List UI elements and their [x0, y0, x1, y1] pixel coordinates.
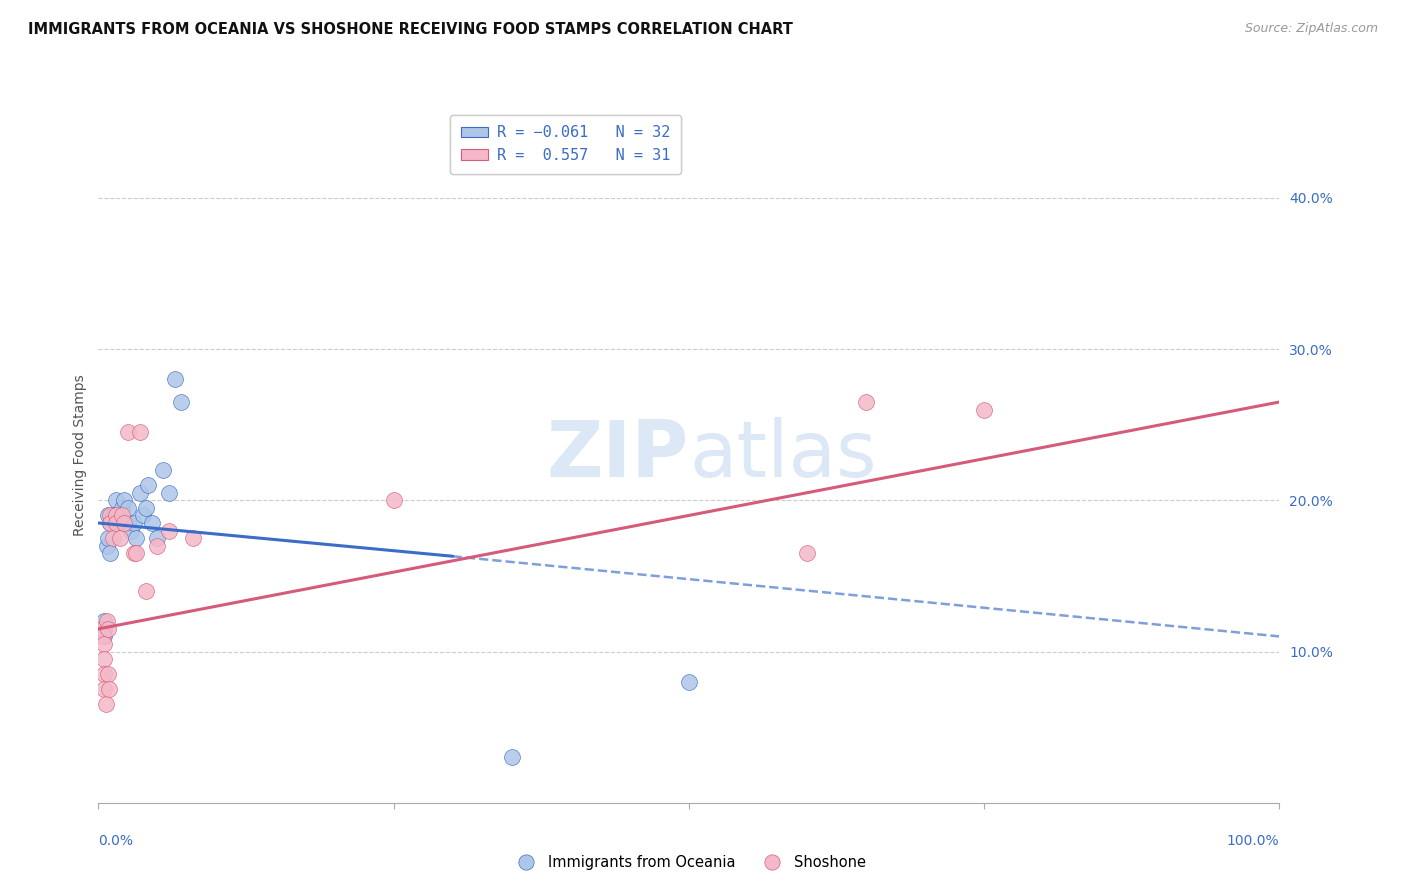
Point [117, 516, 139, 530]
Text: ZIP: ZIP [547, 417, 689, 493]
Point [98, 516, 121, 530]
Point [93, 615, 115, 629]
Point [105, 493, 128, 508]
Point [98, 516, 121, 530]
Point [97, 508, 120, 523]
Point [128, 485, 150, 500]
Point [97, 622, 120, 636]
Point [93, 637, 115, 651]
Point [93, 622, 115, 636]
Point [382, 493, 405, 508]
Point [973, 402, 995, 417]
Point [112, 516, 135, 530]
Point [111, 516, 134, 530]
Point [135, 500, 157, 515]
Point [101, 531, 124, 545]
Point [128, 425, 150, 440]
Point [98, 508, 121, 523]
Point [157, 524, 180, 538]
Text: IMMIGRANTS FROM OCEANIA VS SHOSHONE RECEIVING FOOD STAMPS CORRELATION CHART: IMMIGRANTS FROM OCEANIA VS SHOSHONE RECE… [28, 22, 793, 37]
Point [136, 478, 159, 492]
Point [125, 546, 148, 560]
Point [181, 531, 204, 545]
Point [122, 546, 145, 560]
Point [105, 508, 128, 523]
Point [117, 425, 139, 440]
Point [93, 682, 115, 697]
Point [105, 508, 128, 523]
Point [132, 508, 155, 523]
Text: 0.0%: 0.0% [98, 834, 134, 848]
Y-axis label: Receiving Food Stamps: Receiving Food Stamps [73, 374, 87, 536]
Text: Source: ZipAtlas.com: Source: ZipAtlas.com [1244, 22, 1378, 36]
Point [152, 463, 174, 477]
Point [96, 615, 118, 629]
Point [97, 667, 120, 681]
Point [91, 622, 114, 636]
Point [96, 539, 118, 553]
Point [101, 508, 124, 523]
Text: 100.0%: 100.0% [1227, 834, 1279, 848]
Point [93, 667, 115, 681]
Point [146, 539, 169, 553]
Text: atlas: atlas [689, 417, 876, 493]
Legend: Immigrants from Oceania, Shoshone: Immigrants from Oceania, Shoshone [506, 849, 872, 876]
Point [170, 395, 193, 409]
Point [146, 531, 169, 545]
Point [93, 652, 115, 666]
Point [141, 516, 163, 530]
Point [135, 584, 157, 599]
Point [108, 508, 131, 523]
Point [111, 508, 134, 523]
Point [501, 750, 523, 764]
Point [98, 546, 121, 560]
Point [98, 682, 121, 697]
Point [94, 698, 117, 712]
Point [125, 531, 148, 545]
Point [91, 629, 114, 643]
Point [111, 500, 134, 515]
Point [678, 674, 700, 689]
Point [112, 493, 135, 508]
Point [157, 485, 180, 500]
Point [105, 516, 128, 530]
Point [108, 531, 131, 545]
Point [121, 524, 143, 538]
Point [117, 500, 139, 515]
Point [165, 372, 187, 386]
Legend: R = −0.061   N = 32, R =  0.557   N = 31: R = −0.061 N = 32, R = 0.557 N = 31 [450, 115, 682, 174]
Point [855, 395, 877, 409]
Point [796, 546, 818, 560]
Point [97, 531, 120, 545]
Point [93, 629, 115, 643]
Point [122, 516, 145, 530]
